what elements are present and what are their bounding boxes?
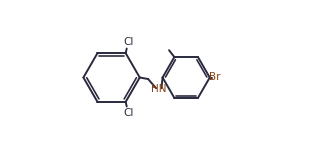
Text: Br: Br <box>209 73 221 82</box>
Text: Cl: Cl <box>124 108 134 117</box>
Text: Cl: Cl <box>124 38 134 47</box>
Text: HN: HN <box>151 84 167 94</box>
